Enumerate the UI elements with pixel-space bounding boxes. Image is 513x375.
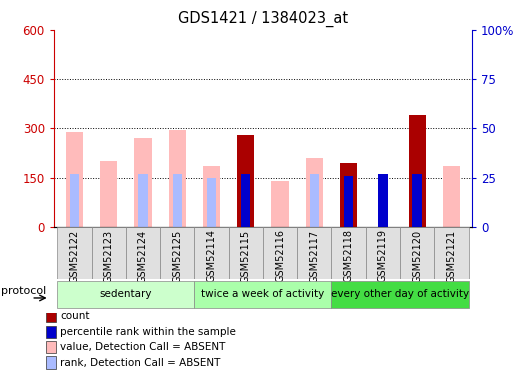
Bar — [70, 174, 79, 227]
Bar — [237, 135, 254, 227]
Bar — [310, 174, 319, 227]
Text: GSM52120: GSM52120 — [412, 230, 422, 283]
Bar — [331, 227, 366, 279]
Bar — [344, 178, 353, 227]
Text: GSM52115: GSM52115 — [241, 230, 251, 283]
Bar — [306, 158, 323, 227]
Text: sedentary: sedentary — [100, 289, 152, 299]
Text: GSM52119: GSM52119 — [378, 230, 388, 282]
Bar — [66, 132, 83, 227]
Bar — [169, 130, 186, 227]
Bar — [412, 174, 422, 227]
Text: GSM52123: GSM52123 — [104, 230, 114, 283]
Text: percentile rank within the sample: percentile rank within the sample — [61, 327, 236, 337]
Bar — [100, 161, 117, 227]
Text: GSM52124: GSM52124 — [138, 230, 148, 283]
Title: GDS1421 / 1384023_at: GDS1421 / 1384023_at — [178, 11, 348, 27]
Bar — [378, 174, 387, 227]
Bar — [46, 341, 56, 353]
Bar — [344, 176, 353, 227]
Bar — [408, 116, 426, 227]
Text: GSM52114: GSM52114 — [207, 230, 216, 282]
Bar — [435, 227, 468, 279]
Text: GSM52122: GSM52122 — [69, 230, 80, 283]
Bar — [139, 174, 148, 227]
Bar — [443, 166, 460, 227]
Text: GSM52117: GSM52117 — [309, 230, 319, 283]
Text: GSM52121: GSM52121 — [446, 230, 457, 283]
Bar — [340, 163, 357, 227]
FancyBboxPatch shape — [331, 281, 468, 308]
Bar — [172, 174, 182, 227]
Bar — [378, 174, 387, 227]
Text: rank, Detection Call = ABSENT: rank, Detection Call = ABSENT — [61, 358, 221, 368]
Bar — [263, 227, 297, 279]
Text: GSM52118: GSM52118 — [344, 230, 353, 282]
Bar — [134, 138, 151, 227]
Bar — [271, 181, 289, 227]
Bar — [241, 174, 250, 227]
Text: twice a week of activity: twice a week of activity — [201, 289, 325, 299]
Bar — [126, 227, 160, 279]
Text: GSM52116: GSM52116 — [275, 230, 285, 282]
FancyBboxPatch shape — [57, 281, 194, 308]
Bar — [91, 227, 126, 279]
Text: GSM52125: GSM52125 — [172, 230, 182, 283]
Bar — [400, 227, 435, 279]
Text: every other day of activity: every other day of activity — [331, 289, 469, 299]
Bar — [412, 174, 422, 227]
Bar — [203, 166, 220, 227]
Bar — [366, 227, 400, 279]
Text: protocol: protocol — [1, 286, 46, 296]
Bar — [160, 227, 194, 279]
Bar — [57, 227, 91, 279]
Bar — [194, 227, 229, 279]
Bar — [237, 135, 254, 227]
Bar — [229, 227, 263, 279]
Text: value, Detection Call = ABSENT: value, Detection Call = ABSENT — [61, 342, 226, 352]
Bar — [46, 326, 56, 338]
Text: count: count — [61, 311, 90, 321]
Bar — [46, 310, 56, 322]
Bar — [297, 227, 331, 279]
FancyBboxPatch shape — [194, 281, 331, 308]
Bar — [46, 356, 56, 369]
Bar — [207, 178, 216, 227]
